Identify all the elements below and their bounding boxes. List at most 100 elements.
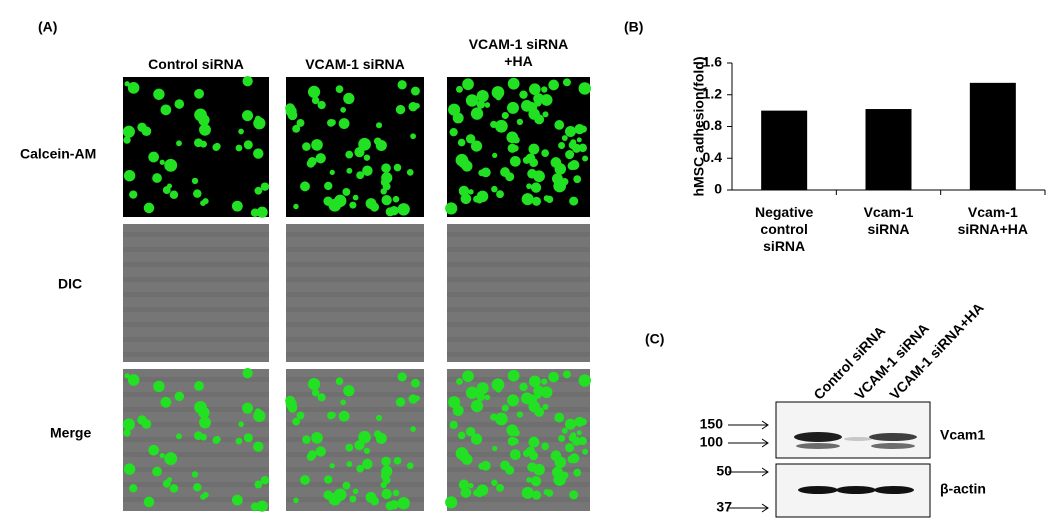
bar xyxy=(865,109,912,190)
cell-blob xyxy=(495,119,508,133)
cell-blob xyxy=(565,149,575,160)
texture-stripe xyxy=(123,497,269,502)
cell-blob xyxy=(169,190,179,199)
texture-stripe xyxy=(447,407,590,412)
cell-blob xyxy=(302,142,311,151)
blot-band xyxy=(871,443,915,449)
cell-blob xyxy=(509,449,521,460)
cell-blob xyxy=(406,169,414,176)
texture-stripe xyxy=(447,497,590,502)
cell-blob xyxy=(576,430,582,436)
cell-blob xyxy=(307,85,321,99)
texture-stripe xyxy=(447,277,590,282)
cell-blob xyxy=(458,185,470,197)
blot-band xyxy=(798,486,838,494)
blot-band xyxy=(874,486,914,494)
cell-blob xyxy=(476,100,486,109)
cell-blob xyxy=(410,86,420,96)
cell-blob xyxy=(512,136,520,144)
cell-blob xyxy=(311,432,323,444)
cell-blob xyxy=(296,411,305,420)
texture-stripe xyxy=(123,337,269,342)
cell-blob xyxy=(578,374,591,387)
cell-blob xyxy=(127,374,140,386)
cell-blob xyxy=(300,181,310,192)
cell-blob xyxy=(194,381,204,391)
cell-blob xyxy=(582,155,589,162)
cell-blob xyxy=(465,94,479,107)
cell-blob xyxy=(241,110,254,122)
texture-stripe xyxy=(286,292,424,297)
row-label: Merge xyxy=(50,425,91,441)
cell-blob xyxy=(392,195,400,203)
cell-blob xyxy=(129,190,138,199)
cell-blob xyxy=(468,189,474,195)
cell-blob xyxy=(397,372,407,382)
texture-stripe xyxy=(123,452,269,457)
cell-blob xyxy=(554,412,565,423)
cell-blob xyxy=(317,393,326,402)
cell-blob xyxy=(578,436,587,446)
cell-blob xyxy=(124,81,130,87)
marker-arrowhead xyxy=(761,467,769,477)
x-tick-label: Negative control siRNA xyxy=(754,204,814,254)
cell-blob xyxy=(465,134,476,144)
cell-blob xyxy=(381,456,391,467)
cell-blob xyxy=(129,484,138,493)
cell-blob xyxy=(160,396,172,408)
cell-blob xyxy=(473,489,480,497)
cell-blob xyxy=(200,140,207,148)
cell-blob xyxy=(562,78,571,87)
cell-blob xyxy=(560,471,569,480)
cell-blob xyxy=(143,496,155,508)
cell-blob xyxy=(148,444,160,456)
cell-blob xyxy=(343,385,355,397)
cell-blob xyxy=(169,484,179,493)
cell-blob xyxy=(356,171,365,180)
y-tick-label: 0.4 xyxy=(703,149,723,165)
cell-blob xyxy=(543,195,550,202)
cell-blob xyxy=(570,139,577,146)
texture-stripe xyxy=(123,292,269,297)
cell-blob xyxy=(380,481,387,489)
texture-stripe xyxy=(123,307,269,312)
texture-stripe xyxy=(286,322,424,327)
cell-blob xyxy=(311,139,323,151)
cell-blob xyxy=(159,159,165,165)
texture-stripe xyxy=(447,262,590,267)
cell-blob xyxy=(302,435,311,444)
cell-blob xyxy=(362,458,373,470)
cell-blob xyxy=(455,153,469,167)
cell-blob xyxy=(476,89,489,103)
texture-stripe xyxy=(123,352,269,357)
cell-blob xyxy=(174,99,185,109)
cell-blob xyxy=(542,403,549,410)
cell-blob xyxy=(468,482,474,489)
marker-arrowhead xyxy=(761,503,769,513)
cell-blob xyxy=(300,475,310,485)
cell-blob xyxy=(176,433,182,440)
cell-blob xyxy=(242,368,253,379)
cell-blob xyxy=(285,105,297,117)
texture-stripe xyxy=(447,307,590,312)
x-tick-label: Vcam-1 siRNA+HA xyxy=(957,204,1029,237)
cell-blob xyxy=(465,386,479,399)
cell-blob xyxy=(533,170,545,183)
cell-blob xyxy=(565,443,575,453)
cell-blob xyxy=(241,402,254,414)
cell-blob xyxy=(558,142,566,150)
cell-blob xyxy=(375,414,383,421)
cell-blob xyxy=(253,148,264,159)
cell-blob xyxy=(199,123,211,136)
blot-band xyxy=(836,486,876,494)
cell-blob xyxy=(550,157,562,168)
cell-blob xyxy=(373,137,382,146)
cell-blob xyxy=(311,388,320,397)
cell-blob xyxy=(564,418,577,430)
cell-blob xyxy=(127,82,140,94)
cell-blob xyxy=(492,445,498,452)
cell-blob xyxy=(362,165,373,176)
cell-blob xyxy=(516,118,524,126)
cell-blob xyxy=(162,479,171,488)
cell-blob xyxy=(397,80,407,90)
